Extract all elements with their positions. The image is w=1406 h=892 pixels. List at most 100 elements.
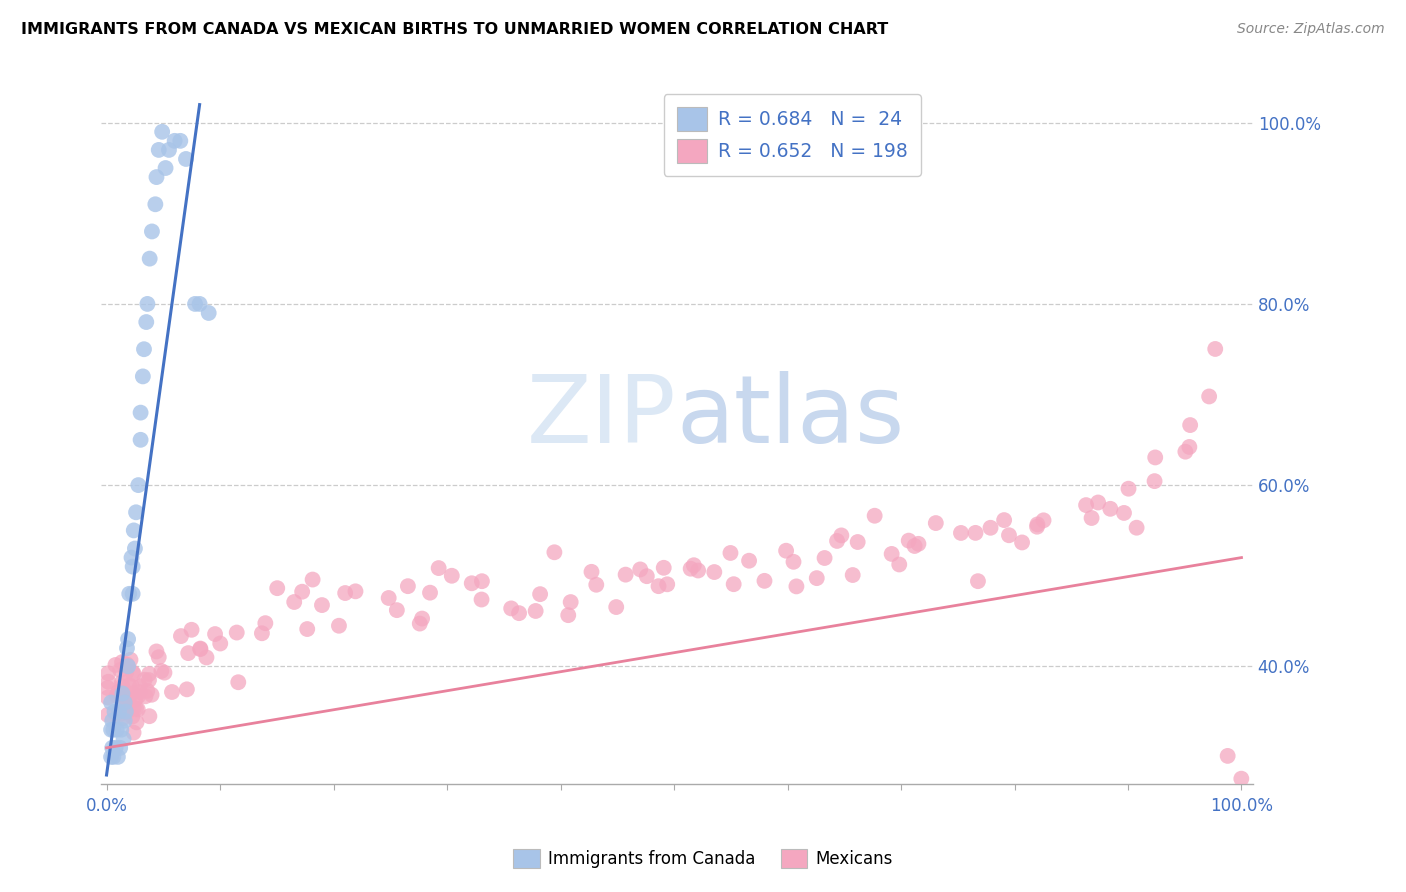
Point	[657, 577, 679, 591]
Point	[738, 554, 761, 568]
Text: Source: ZipAtlas.com: Source: ZipAtlas.com	[1237, 22, 1385, 37]
Point	[118, 678, 141, 692]
Point	[524, 604, 547, 618]
Point	[529, 587, 551, 601]
Point	[846, 535, 869, 549]
Point	[121, 686, 143, 700]
Point	[283, 595, 305, 609]
Point	[188, 297, 211, 311]
Point	[297, 622, 319, 636]
Point	[682, 558, 704, 573]
Point	[118, 587, 141, 601]
Point	[128, 685, 150, 699]
Point	[903, 539, 925, 553]
Point	[108, 663, 131, 677]
Point	[863, 508, 886, 523]
Point	[1080, 511, 1102, 525]
Point	[897, 533, 920, 548]
Point	[97, 666, 120, 681]
Point	[1178, 440, 1201, 454]
Point	[1087, 495, 1109, 509]
Point	[115, 641, 138, 656]
Point	[97, 690, 120, 705]
Point	[543, 545, 565, 559]
Point	[145, 644, 167, 658]
Point	[117, 632, 139, 646]
Point	[754, 574, 776, 588]
Point	[150, 664, 173, 678]
Point	[703, 565, 725, 579]
Point	[107, 750, 129, 764]
Point	[1099, 501, 1122, 516]
Point	[1174, 444, 1197, 458]
Point	[122, 524, 145, 538]
Point	[112, 731, 135, 746]
Point	[148, 650, 170, 665]
Point	[440, 568, 463, 582]
Point	[723, 577, 745, 591]
Point	[1216, 748, 1239, 763]
Point	[204, 627, 226, 641]
Point	[125, 505, 148, 519]
Point	[125, 701, 148, 715]
Point	[720, 546, 742, 560]
Point	[377, 591, 399, 605]
Point	[122, 700, 145, 714]
Point	[97, 707, 120, 722]
Point	[134, 673, 156, 687]
Point	[121, 679, 143, 693]
Point	[138, 709, 160, 723]
Point	[1125, 521, 1147, 535]
Point	[111, 686, 134, 700]
Point	[411, 611, 433, 625]
Point	[97, 674, 120, 689]
Point	[145, 170, 167, 185]
Point	[605, 600, 627, 615]
Point	[104, 658, 127, 673]
Point	[226, 675, 249, 690]
Point	[157, 143, 180, 157]
Point	[127, 690, 149, 704]
Point	[155, 161, 177, 175]
Point	[121, 709, 143, 723]
Point	[111, 711, 134, 725]
Point	[132, 369, 155, 384]
Point	[108, 705, 131, 719]
Point	[120, 653, 142, 667]
Point	[782, 555, 804, 569]
Point	[1198, 389, 1220, 403]
Point	[949, 525, 972, 540]
Point	[841, 568, 863, 582]
Point	[97, 681, 120, 695]
Point	[111, 679, 134, 693]
Point	[108, 705, 131, 719]
Point	[471, 574, 494, 589]
Point	[461, 576, 484, 591]
Point	[1112, 506, 1135, 520]
Point	[107, 685, 129, 699]
Point	[174, 152, 197, 166]
Point	[136, 297, 159, 311]
Point	[1032, 513, 1054, 527]
Point	[998, 528, 1021, 542]
Point	[652, 561, 675, 575]
Point	[907, 537, 929, 551]
Point	[188, 642, 211, 657]
Point	[993, 513, 1015, 527]
Point	[1026, 517, 1049, 532]
Text: atlas: atlas	[676, 370, 905, 463]
Point	[111, 655, 134, 669]
Point	[806, 571, 828, 585]
Point	[188, 641, 211, 656]
Point	[250, 626, 273, 640]
Point	[427, 561, 450, 575]
Text: IMMIGRANTS FROM CANADA VS MEXICAN BIRTHS TO UNMARRIED WOMEN CORRELATION CHART: IMMIGRANTS FROM CANADA VS MEXICAN BIRTHS…	[21, 22, 889, 37]
Point	[176, 682, 198, 697]
Point	[121, 587, 143, 601]
Point	[197, 306, 219, 320]
Point	[103, 705, 125, 719]
Point	[301, 573, 323, 587]
Point	[112, 692, 135, 706]
Point	[121, 559, 143, 574]
Point	[1144, 450, 1167, 465]
